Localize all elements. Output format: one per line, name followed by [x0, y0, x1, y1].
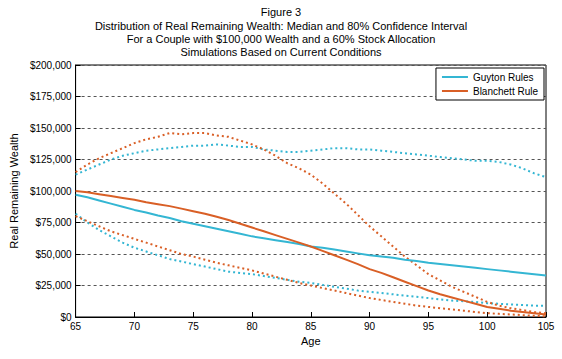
svg-text:90: 90 — [364, 321, 376, 332]
svg-text:$200,000: $200,000 — [30, 60, 72, 71]
svg-text:$150,000: $150,000 — [30, 123, 72, 134]
svg-text:95: 95 — [423, 321, 435, 332]
svg-text:Distribution of Real Remaining: Distribution of Real Remaining Wealth: M… — [95, 20, 467, 32]
svg-text:Real Remaining Wealth: Real Remaining Wealth — [8, 133, 20, 248]
svg-text:80: 80 — [246, 321, 258, 332]
svg-text:$175,000: $175,000 — [30, 91, 72, 102]
svg-text:$100,000: $100,000 — [30, 186, 72, 197]
svg-text:75: 75 — [188, 321, 200, 332]
svg-text:Figure 3: Figure 3 — [261, 6, 301, 18]
svg-text:For a Couple with $100,000 Wea: For a Couple with $100,000 Wealth and a … — [127, 33, 436, 45]
svg-text:$0: $0 — [60, 311, 72, 323]
svg-text:65: 65 — [70, 321, 82, 332]
svg-text:105: 105 — [538, 321, 555, 332]
svg-text:Age: Age — [301, 335, 321, 347]
svg-text:100: 100 — [479, 321, 496, 332]
svg-text:Blanchett Rule: Blanchett Rule — [473, 86, 538, 97]
svg-text:$50,000: $50,000 — [35, 249, 72, 260]
svg-text:70: 70 — [129, 321, 141, 332]
svg-text:$125,000: $125,000 — [30, 154, 72, 165]
svg-text:Guyton Rules: Guyton Rules — [473, 72, 534, 83]
svg-text:$25,000: $25,000 — [35, 280, 72, 291]
svg-text:85: 85 — [305, 321, 317, 332]
svg-text:Simulations Based on Current C: Simulations Based on Current Conditions — [180, 46, 382, 58]
svg-text:$75,000: $75,000 — [35, 217, 72, 228]
